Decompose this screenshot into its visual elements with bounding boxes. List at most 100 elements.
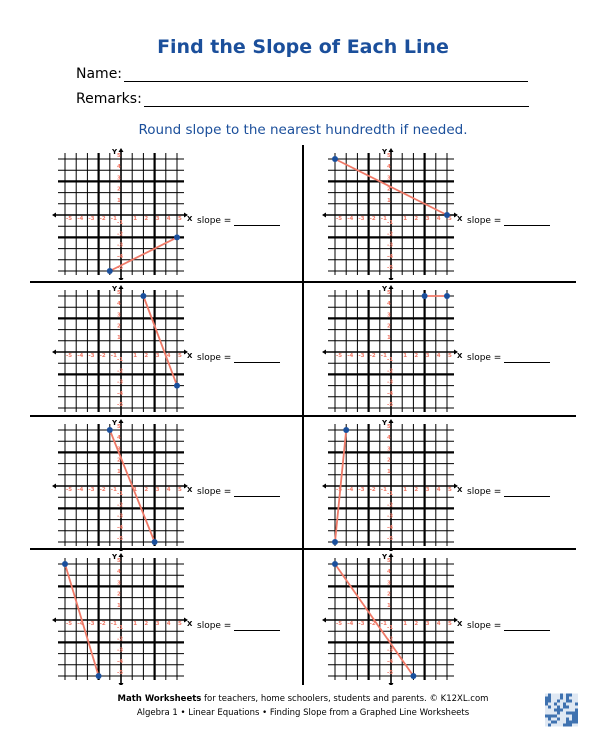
y-tick-label: -1 <box>387 625 393 631</box>
arrow-up-icon <box>118 285 124 289</box>
row-divider <box>30 548 576 550</box>
x-tick-label: -5 <box>66 487 72 493</box>
x-axis-label: X <box>457 352 463 360</box>
x-tick-label: 1 <box>403 621 407 627</box>
footer-line-2: Algebra 1 • Linear Equations • Finding S… <box>136 708 470 718</box>
y-tick-label: 4 <box>387 164 391 170</box>
x-tick-label: -5 <box>336 621 342 627</box>
arrow-right-icon <box>184 212 188 218</box>
slope-answer[interactable]: slope = <box>197 487 281 497</box>
arrow-right-icon <box>184 617 188 623</box>
y-tick-label: 1 <box>117 469 121 475</box>
arrow-up-icon <box>118 148 124 152</box>
slope-answer-blank[interactable] <box>504 353 551 363</box>
graphed-line <box>109 236 178 272</box>
x-tick-label: 3 <box>156 487 160 493</box>
y-tick-label: -3 <box>117 243 123 249</box>
y-tick-label: -2 <box>387 231 393 237</box>
x-tick-label: 4 <box>437 353 441 359</box>
slope-label: slope = <box>467 353 502 363</box>
y-tick-label: -5 <box>387 670 393 676</box>
arrow-left-icon <box>52 212 56 218</box>
slope-answer[interactable]: slope = <box>197 216 281 226</box>
x-tick-label: 5 <box>448 216 452 222</box>
slope-answer[interactable]: slope = <box>197 353 281 363</box>
x-axis-label: X <box>457 620 463 628</box>
coordinate-grid: X Y -5 -4 -3 -2 -1 1 2 3 4 5 5 4 3 2 1 -1 -2 -3 -4 -5 <box>52 553 193 685</box>
x-tick-label: 1 <box>133 216 137 222</box>
x-tick-label: -1 <box>111 216 117 222</box>
x-tick-label: 3 <box>426 487 430 493</box>
x-tick-label: -5 <box>66 216 72 222</box>
x-tick-label: -4 <box>77 353 83 359</box>
remarks-field[interactable]: Remarks: <box>76 91 529 107</box>
x-tick-label: -2 <box>370 353 376 359</box>
y-tick-label: -1 <box>117 625 123 631</box>
x-tick-label: -3 <box>88 487 94 493</box>
y-tick-label: -1 <box>387 357 393 363</box>
y-tick-label: -3 <box>117 514 123 520</box>
slope-answer[interactable]: slope = <box>467 216 551 226</box>
y-tick-label: 5 <box>387 290 391 296</box>
remarks-line[interactable] <box>143 92 529 107</box>
slope-answer[interactable]: slope = <box>467 353 551 363</box>
y-tick-label: -5 <box>387 402 393 408</box>
y-tick-label: 5 <box>117 290 121 296</box>
arrow-left-icon <box>322 212 326 218</box>
x-tick-label: 2 <box>144 487 148 493</box>
x-tick-label: 4 <box>167 621 171 627</box>
x-tick-label: 5 <box>448 621 452 627</box>
y-tick-label: 3 <box>117 580 121 586</box>
slope-answer-blank[interactable] <box>234 353 281 363</box>
y-tick-label: 4 <box>117 435 121 441</box>
arrow-right-icon <box>454 212 458 218</box>
slope-answer-blank[interactable] <box>234 487 281 497</box>
slope-answer-blank[interactable] <box>234 621 281 631</box>
y-tick-label: 1 <box>117 335 121 341</box>
y-tick-label: 2 <box>117 187 121 193</box>
problem-3: X Y -5 -4 -3 -2 -1 1 2 3 4 5 5 4 3 2 1 -1 -2 -3 -4 -5 slope = <box>30 282 300 417</box>
slope-answer[interactable]: slope = <box>467 487 551 497</box>
x-tick-label: -5 <box>336 487 342 493</box>
y-axis-label: Y <box>111 419 118 427</box>
slope-answer-blank[interactable] <box>504 621 551 631</box>
arrow-left-icon <box>322 483 326 489</box>
x-tick-label: 2 <box>414 621 418 627</box>
name-field[interactable]: Name: <box>76 66 529 82</box>
x-tick-label: -4 <box>347 487 353 493</box>
x-tick-label: -1 <box>381 216 387 222</box>
y-tick-label: 5 <box>117 558 121 564</box>
x-tick-label: 3 <box>426 353 430 359</box>
x-tick-label: -4 <box>347 621 353 627</box>
y-axis-label: Y <box>111 285 118 293</box>
line-point <box>140 293 147 299</box>
slope-answer-blank[interactable] <box>504 487 551 497</box>
y-tick-label: 3 <box>117 312 121 318</box>
slope-answer[interactable]: slope = <box>197 621 281 631</box>
x-tick-label: -1 <box>111 487 117 493</box>
x-tick-label: 1 <box>403 487 407 493</box>
line-point <box>174 382 180 389</box>
y-axis-label: Y <box>111 553 118 561</box>
y-tick-label: 5 <box>117 424 121 430</box>
name-line[interactable] <box>124 67 529 82</box>
x-tick-label: -2 <box>370 487 376 493</box>
y-tick-label: 5 <box>117 153 121 159</box>
y-tick-label: -4 <box>387 391 393 397</box>
footer-text: for teachers, home schoolers, students a… <box>201 694 489 704</box>
line-point <box>421 293 428 299</box>
slope-answer-blank[interactable] <box>504 216 551 226</box>
slope-answer-blank[interactable] <box>234 216 281 226</box>
y-tick-label: 3 <box>387 312 391 318</box>
y-tick-label: -3 <box>387 514 393 520</box>
x-tick-label: -4 <box>347 216 353 222</box>
y-tick-label: -1 <box>117 491 123 497</box>
slope-answer[interactable]: slope = <box>467 621 551 631</box>
x-tick-label: -1 <box>111 621 117 627</box>
y-tick-label: 2 <box>117 592 121 598</box>
y-tick-label: -5 <box>117 670 123 676</box>
y-tick-label: -4 <box>117 525 123 531</box>
arrow-right-icon <box>454 617 458 623</box>
x-tick-label: 5 <box>178 353 182 359</box>
y-tick-label: -2 <box>387 368 393 374</box>
